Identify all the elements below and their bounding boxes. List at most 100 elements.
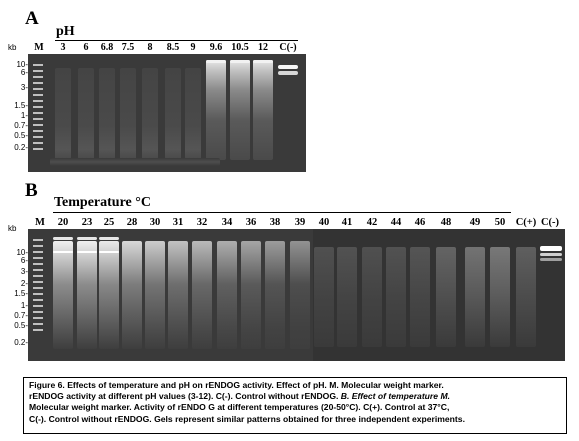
ladder-band-b	[33, 239, 43, 241]
ladder-band-b	[33, 317, 43, 319]
lane-smear-a	[55, 68, 71, 164]
lane-smear-a	[120, 68, 136, 164]
lane-label-b: 36	[245, 217, 257, 228]
lane-label-b: 41	[341, 217, 353, 228]
ladder-band-a	[33, 130, 43, 132]
ladder-band-a	[33, 106, 43, 108]
lane-smear-a	[78, 68, 94, 164]
caption-line-2-text: rENDOG activity at different pH values (…	[29, 391, 339, 402]
bright-band-b	[53, 251, 73, 253]
lane-smear-b	[241, 241, 261, 349]
marker-label-b: 1-	[20, 301, 28, 310]
lane-smear-b	[192, 241, 212, 349]
ladder-band-b	[33, 257, 43, 259]
marker-label-b: 1.5-	[14, 289, 28, 298]
ladder-band-a	[33, 76, 43, 78]
control-band-b	[540, 253, 562, 256]
genomic-band-b	[77, 237, 97, 240]
lane-label-b: 20	[57, 217, 69, 228]
lane-label-b: 25	[103, 217, 115, 228]
ladder-band-a	[33, 100, 43, 102]
lane-label-b: 49	[469, 217, 481, 228]
genomic-band-a	[206, 60, 226, 63]
lane-smear-b	[314, 247, 334, 347]
panel-a-header: pH	[56, 24, 75, 39]
lane-smear-b	[436, 247, 456, 347]
genomic-band-b	[53, 237, 73, 240]
lane-label-a: 8	[147, 42, 153, 53]
ladder-band-a	[33, 124, 43, 126]
caption-line-3: Molecular weight marker. Activity of rEN…	[29, 402, 450, 413]
lane-label-b: 48	[440, 217, 452, 228]
marker-label-b: 0.2-	[14, 338, 28, 347]
ladder-band-b	[33, 275, 43, 277]
lane-smear-a	[230, 60, 250, 160]
figure-caption: Figure 6. Effects of temperature and pH …	[29, 380, 565, 425]
ladder-band-a	[33, 82, 43, 84]
marker-label-a: 1-	[20, 111, 28, 120]
lane-label-b: 38	[269, 217, 281, 228]
lane-label-b: 34	[221, 217, 233, 228]
lane-smear-b	[122, 241, 142, 349]
lane-label-b: 32	[196, 217, 208, 228]
ladder-band-b	[33, 305, 43, 307]
lane-label-a: 8.5	[166, 42, 180, 53]
ladder-band-b	[33, 287, 43, 289]
caption-line-1: Figure 6. Effects of temperature and pH …	[29, 380, 444, 390]
marker-label-a: 0.7-	[14, 121, 28, 130]
lane-smear-a	[165, 68, 181, 164]
lane-label-b: 46	[414, 217, 426, 228]
lane-label-b: C(-)	[540, 217, 560, 228]
lane-smear-b	[337, 247, 357, 347]
ladder-band-a	[33, 142, 43, 144]
gel-b-right	[313, 229, 565, 361]
marker-label-a: 10-	[16, 60, 28, 69]
lane-label-b: M	[35, 217, 45, 228]
panel-b-header-rule	[53, 212, 511, 213]
lane-smear-b	[99, 241, 119, 349]
marker-label-a: 0.5-	[14, 131, 28, 140]
marker-label-b: 3-	[20, 267, 28, 276]
marker-label-b: 6-	[20, 256, 28, 265]
lane-label-b: 23	[81, 217, 93, 228]
lane-label-b: 40	[318, 217, 330, 228]
genomic-band-b	[99, 237, 119, 240]
ladder-band-b	[33, 269, 43, 271]
lane-smear-b	[516, 247, 536, 347]
lane-smear-b	[77, 241, 97, 349]
gel-b-left	[28, 229, 313, 361]
genomic-band-a	[230, 60, 250, 63]
lane-label-a: 7.5	[121, 42, 135, 53]
panel-a-letter: A	[25, 8, 39, 29]
lane-label-a: 3	[60, 42, 66, 53]
lane-smear-b	[217, 241, 237, 349]
lane-label-a: C(-)	[279, 42, 297, 53]
bright-band-b	[99, 251, 119, 253]
ladder-band-b	[33, 311, 43, 313]
ladder-band-b	[33, 293, 43, 295]
lane-smear-a	[99, 68, 115, 164]
ladder-band-b	[33, 299, 43, 301]
ladder-band-a	[33, 94, 43, 96]
control-band-b	[540, 246, 562, 251]
marker-label-a: 0.2-	[14, 143, 28, 152]
ladder-band-a	[33, 118, 43, 120]
lane-label-a: 9.6	[209, 42, 223, 53]
lane-smear-b	[410, 247, 430, 347]
gel-a	[28, 54, 306, 172]
panel-b-letter: B	[25, 180, 38, 201]
marker-label-a: 3-	[20, 83, 28, 92]
lane-label-a: 6	[83, 42, 89, 53]
lane-smear-b	[490, 247, 510, 347]
figure-caption-box	[23, 377, 567, 434]
lane-smear-a	[253, 60, 273, 160]
lane-label-b: 30	[149, 217, 161, 228]
ladder-band-b	[33, 329, 43, 331]
lane-label-a: 10.5	[231, 42, 249, 53]
lane-smear-a	[206, 60, 226, 160]
marker-label-a: 6-	[20, 68, 28, 77]
caption-line-4: C(-). Control without rENDOG. Gels repre…	[29, 413, 465, 424]
control-band-a	[278, 71, 298, 75]
ladder-band-b	[33, 263, 43, 265]
lane-label-a: 6.8	[100, 42, 114, 53]
